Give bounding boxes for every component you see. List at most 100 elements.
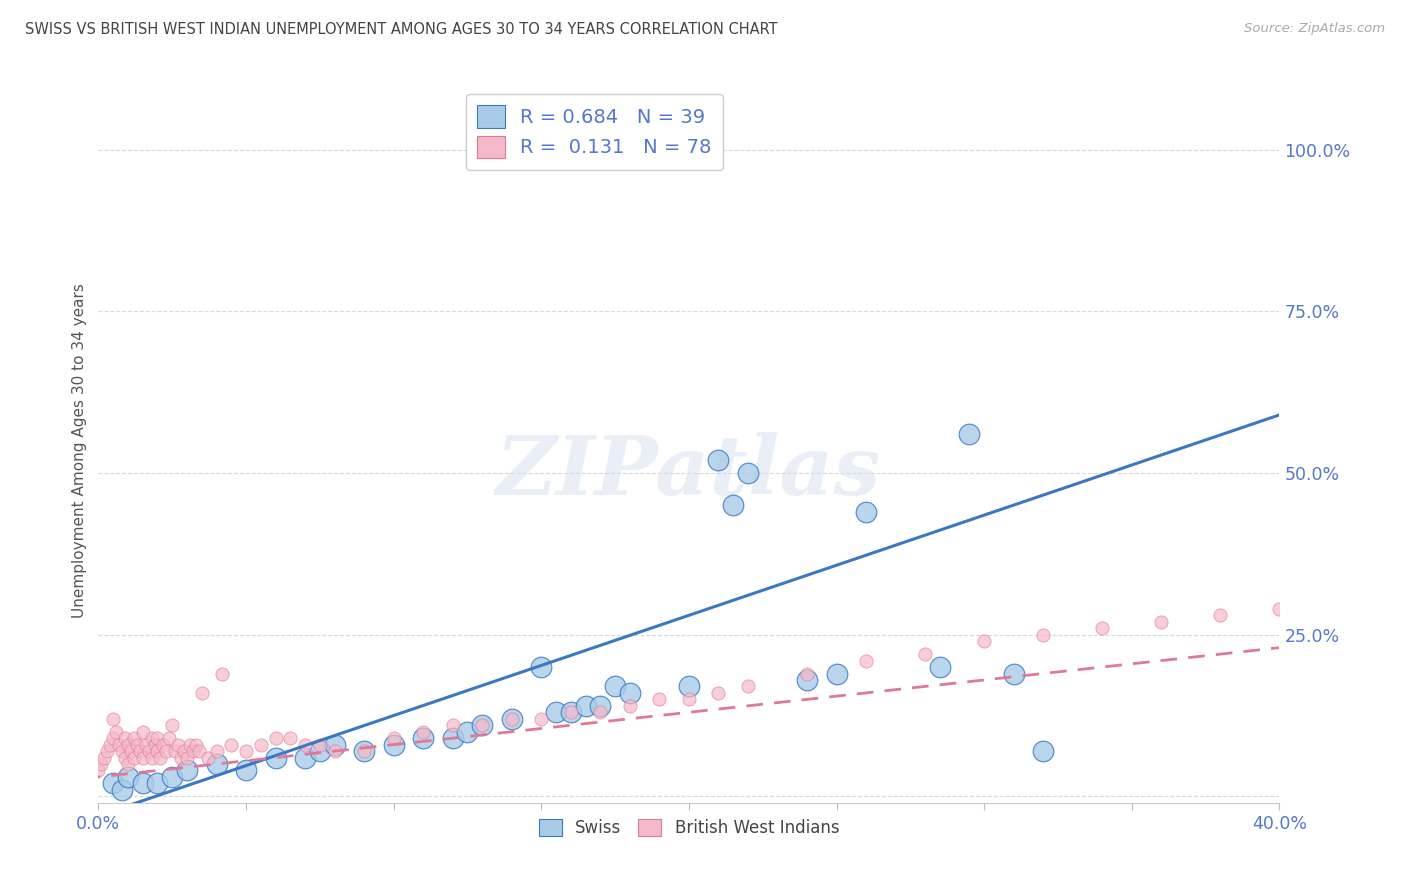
Point [176,750,198,764]
Point [353,744,375,758]
Point [111,744,134,758]
Text: Source: ZipAtlas.com: Source: ZipAtlas.com [1244,22,1385,36]
Point [93,750,115,764]
Point [105,724,128,739]
Point [959,427,981,442]
Point [294,738,316,752]
Point [211,666,233,681]
Point [108,738,131,752]
Point [309,738,332,752]
Point [176,764,198,778]
Point [170,750,193,764]
Point [120,744,142,758]
Point [1091,621,1114,635]
Point [441,731,464,746]
Point [560,706,582,720]
Point [138,744,160,758]
Point [98,738,121,752]
Point [501,712,523,726]
Point [914,647,936,661]
Point [471,718,494,732]
Point [143,738,166,752]
Legend: Swiss, British West Indians: Swiss, British West Indians [531,813,846,844]
Point [723,499,745,513]
Point [155,744,177,758]
Point [197,750,219,764]
Point [309,744,332,758]
Point [471,718,494,732]
Point [165,744,187,758]
Point [146,731,169,746]
Point [132,724,155,739]
Point [1032,628,1054,642]
Point [382,738,405,752]
Point [103,731,125,746]
Point [141,731,163,746]
Point [353,744,375,758]
Point [796,666,818,681]
Point [707,453,730,467]
Point [546,706,568,720]
Point [589,706,612,720]
Point [125,738,148,752]
Point [1209,608,1232,623]
Text: SWISS VS BRITISH WEST INDIAN UNEMPLOYMENT AMONG AGES 30 TO 34 YEARS CORRELATION : SWISS VS BRITISH WEST INDIAN UNEMPLOYMEN… [25,22,778,37]
Point [973,634,995,648]
Point [323,744,346,758]
Point [530,660,553,674]
Point [132,776,155,790]
Point [181,744,204,758]
Point [280,731,302,746]
Point [457,724,479,739]
Point [323,738,346,752]
Point [605,680,627,694]
Point [184,738,207,752]
Point [128,744,150,758]
Point [412,731,434,746]
Point [103,712,125,726]
Point [146,776,169,790]
Point [1002,666,1025,681]
Point [441,718,464,732]
Point [179,738,201,752]
Point [382,731,405,746]
Y-axis label: Unemployment Among Ages 30 to 34 years: Unemployment Among Ages 30 to 34 years [72,283,87,618]
Point [87,764,110,778]
Point [294,750,316,764]
Point [501,712,523,726]
Point [264,750,287,764]
Point [235,764,257,778]
Point [205,757,228,772]
Point [737,466,759,480]
Point [187,744,209,758]
Point [90,757,112,772]
Point [135,738,157,752]
Point [575,698,598,713]
Point [117,738,139,752]
Point [146,744,169,758]
Point [1032,744,1054,758]
Point [929,660,952,674]
Point [678,692,700,706]
Point [619,686,641,700]
Text: ZIPatlas: ZIPatlas [496,432,882,512]
Point [619,698,641,713]
Point [250,738,273,752]
Point [264,731,287,746]
Point [221,738,243,752]
Point [796,673,818,687]
Point [530,712,553,726]
Point [132,750,155,764]
Point [162,770,183,784]
Point [114,750,136,764]
Point [589,698,612,713]
Point [152,738,174,752]
Point [141,750,163,764]
Point [205,744,228,758]
Point [825,666,848,681]
Point [149,750,172,764]
Point [173,744,195,758]
Point [737,680,759,694]
Point [96,744,118,758]
Point [648,692,671,706]
